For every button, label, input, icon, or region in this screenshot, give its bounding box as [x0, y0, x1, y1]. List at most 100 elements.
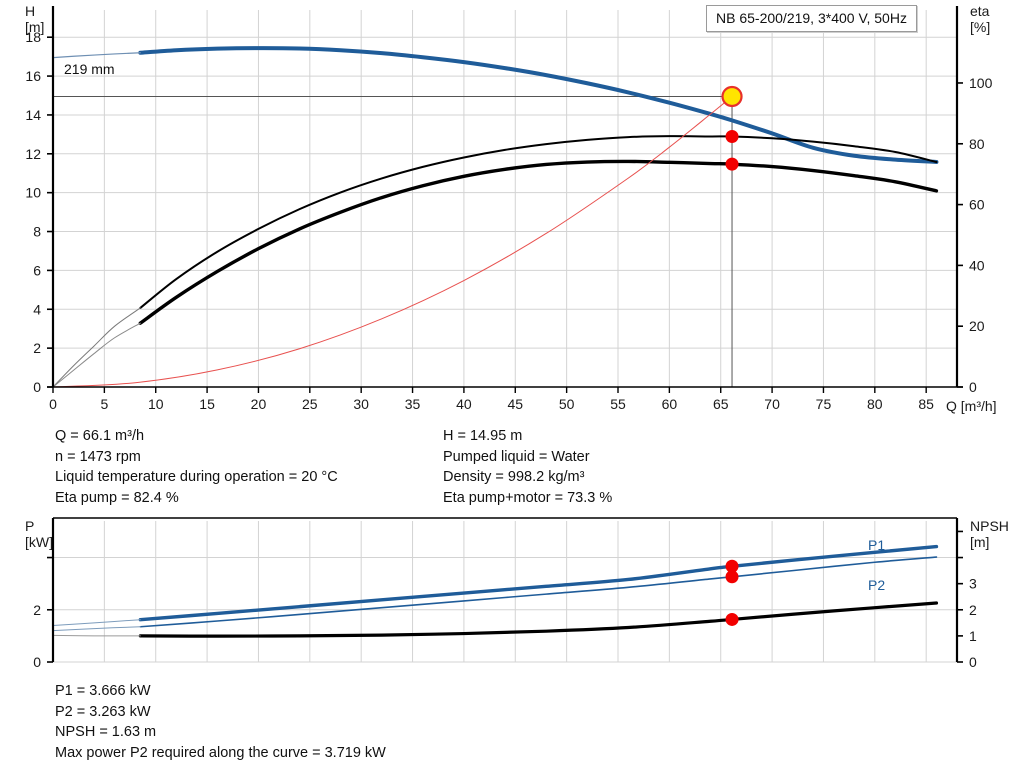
tick-labels: 0 2 4 6 8 10 12 14 16 18 0 20 40 60 80 100 0 5 10 15 20 25 30 3…	[25, 29, 992, 412]
grid-lines	[53, 521, 957, 663]
curve-npsh	[138, 601, 939, 638]
duty-dot	[725, 157, 739, 171]
info-left-row-1: n = 1473 rpm	[55, 448, 141, 465]
curve-system-curve	[52, 95, 733, 388]
series-curves	[52, 46, 939, 388]
eta-tick-20: 20	[969, 318, 985, 334]
h-tick-12: 12	[25, 146, 41, 162]
info-left-row-3: Eta pump = 82.4 %	[55, 489, 179, 506]
eta-axis-caption-line1: eta	[970, 3, 990, 19]
info-right-column: H = 14.95 m Pumped liquid = Water Densit…	[443, 426, 612, 508]
q-tick-40: 40	[456, 396, 472, 412]
q-tick-45: 45	[507, 396, 523, 412]
series-curves	[52, 544, 939, 638]
npsh-tick-1: 1	[969, 628, 977, 644]
q-tick-65: 65	[713, 396, 729, 412]
h-tick-4: 4	[33, 301, 41, 317]
h-tick-14: 14	[25, 107, 41, 123]
head-efficiency-chart: 0 2 4 6 8 10 12 14 16 18 0 20 40 60 80 100 0 5 10 15 20 25 30 3…	[25, 6, 993, 412]
h-tick-6: 6	[33, 262, 41, 278]
duty-markers	[725, 559, 739, 626]
h-axis-caption: H [m]	[25, 3, 44, 35]
npsh-tick-3: 3	[969, 576, 977, 592]
curve-eta-pump-motor	[138, 159, 939, 325]
grid-lines	[53, 10, 957, 387]
info-bottom-row-2: NPSH = 1.63 m	[55, 724, 157, 740]
p-axis-caption: P [kW]	[25, 518, 53, 550]
model-title-box: NB 65-200/219, 3*400 V, 50Hz	[706, 5, 917, 32]
q-tick-25: 25	[302, 396, 318, 412]
info-right-row-3: Eta pump+motor = 73.3 %	[443, 489, 613, 506]
impeller-diameter-label: 219 mm	[64, 61, 115, 77]
info-left-row-2: Liquid temperature during operation = 20…	[55, 469, 338, 485]
eta-tick-0: 0	[969, 379, 977, 395]
q-tick-35: 35	[405, 396, 421, 412]
h-axis-caption-line1: H	[25, 3, 36, 19]
h-axis-caption-line2: [m]	[25, 19, 45, 35]
h-tick-2: 2	[33, 340, 41, 356]
npsh-axis-caption-line2: [m]	[970, 534, 990, 550]
eta-tick-40: 40	[969, 257, 985, 273]
npsh-axis-caption: NPSH [m]	[970, 518, 1009, 550]
p-axis-caption-line2: [kW]	[25, 534, 53, 550]
duty-markers	[725, 129, 739, 171]
q-tick-20: 20	[251, 396, 267, 412]
info-right-row-2: Density = 998.2 kg/m³	[443, 469, 585, 485]
q-tick-70: 70	[764, 396, 780, 412]
info-bottom-row-1: P2 = 3.263 kW	[55, 703, 151, 720]
info-right-row-1: Pumped liquid = Water	[443, 448, 590, 465]
curve-p1	[138, 544, 939, 622]
duty-dot	[725, 612, 739, 626]
eta-axis-caption: eta [%]	[970, 3, 990, 35]
info-bottom-row-3: Max power P2 required along the curve = …	[55, 744, 386, 761]
q-axis-caption: Q [m³/h]	[946, 398, 997, 414]
q-tick-5: 5	[100, 396, 108, 412]
duty-dot	[725, 129, 739, 143]
info-bottom-column: P1 = 3.666 kW P2 = 3.263 kW NPSH = 1.63 …	[55, 681, 386, 763]
tick-labels: 0 2 0 1 2 3	[33, 530, 977, 670]
h-tick-10: 10	[25, 185, 41, 201]
duty-dot	[725, 570, 739, 584]
axis-lines	[47, 6, 963, 388]
curve-eta-pump-extrapolated	[52, 307, 141, 388]
info-left-row-0: Q = 66.1 m³/h	[55, 428, 145, 444]
q-tick-10: 10	[148, 396, 164, 412]
p-axis-caption-line1: P	[25, 518, 35, 534]
curve-p2	[139, 556, 938, 628]
info-left-column: Q = 66.1 m³/h n = 1473 rpm Liquid temper…	[55, 426, 338, 508]
p-tick-0: 0	[33, 654, 41, 670]
curve-p1-extrapolated	[52, 619, 141, 626]
q-tick-75: 75	[816, 396, 832, 412]
eta-tick-80: 80	[969, 136, 985, 152]
eta-tick-100: 100	[969, 75, 993, 91]
curve-head-219-mm	[138, 46, 939, 164]
npsh-tick-2: 2	[969, 602, 977, 618]
q-tick-55: 55	[610, 396, 626, 412]
npsh-axis-caption-line1: NPSH	[970, 518, 1009, 534]
eta-tick-60: 60	[969, 197, 985, 213]
power-npsh-chart: 0 2 0 1 2 3	[33, 517, 977, 670]
duty-point-marker[interactable]	[721, 85, 743, 108]
q-tick-30: 30	[353, 396, 369, 412]
duty-guide-lines	[53, 95, 733, 387]
p2-curve-label: P2	[868, 577, 886, 593]
q-tick-80: 80	[867, 396, 883, 412]
eta-axis-caption-line2: [%]	[970, 19, 991, 35]
h-tick-16: 16	[25, 68, 41, 84]
axis-lines	[51, 517, 959, 662]
q-tick-85: 85	[918, 396, 934, 412]
info-bottom-row-0: P1 = 3.666 kW	[55, 683, 151, 699]
h-tick-18: 18	[25, 29, 41, 45]
q-tick-60: 60	[662, 396, 678, 412]
curve-head-219-mm-extrapolated	[52, 52, 141, 59]
q-tick-15: 15	[199, 396, 215, 412]
curve-p2-extrapolated	[52, 626, 141, 632]
curve-eta-pump	[139, 135, 938, 309]
info-right-row-0: H = 14.95 m	[443, 428, 523, 444]
q-tick-0: 0	[49, 396, 57, 412]
curve-eta-pump-motor-extrapolated	[52, 322, 141, 388]
p-tick-2: 2	[33, 602, 41, 618]
p1-curve-label: P1	[868, 537, 886, 553]
h-tick-8: 8	[33, 224, 41, 240]
